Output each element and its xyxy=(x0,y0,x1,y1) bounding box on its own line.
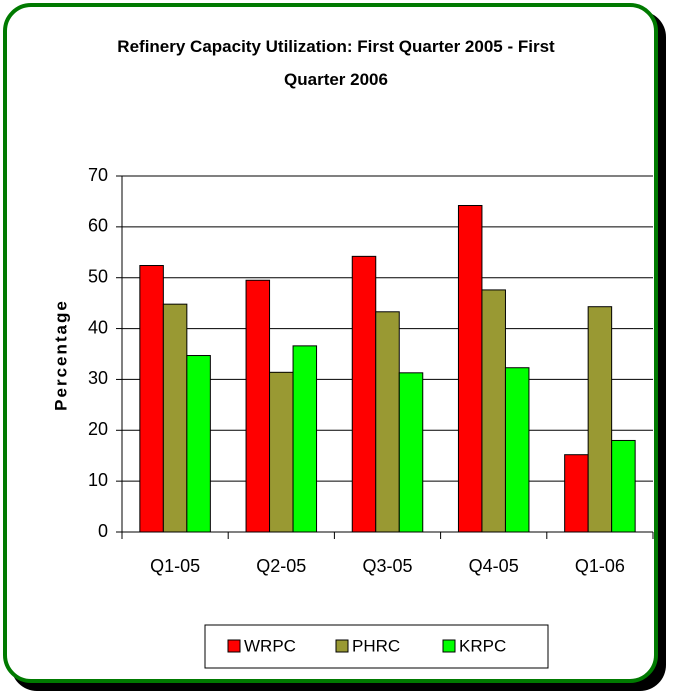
bar xyxy=(162,303,188,533)
y-tick-label: 30 xyxy=(88,368,108,388)
y-tick-label: 70 xyxy=(88,165,108,185)
y-axis-label: Percentage xyxy=(51,299,70,411)
legend-swatch xyxy=(335,639,349,653)
y-tick-label: 60 xyxy=(88,216,108,236)
bar xyxy=(186,355,211,533)
bar xyxy=(587,306,613,533)
bar xyxy=(292,345,318,533)
y-tick-label: 50 xyxy=(88,266,108,286)
bar xyxy=(611,439,636,533)
bar xyxy=(269,371,294,533)
y-tick-label: 40 xyxy=(88,317,108,337)
legend-label: KRPC xyxy=(459,636,506,655)
bar xyxy=(245,279,271,533)
bar xyxy=(375,311,400,533)
x-tick-label: Q2-05 xyxy=(256,556,306,576)
chart-title: Refinery Capacity Utilization: First Qua… xyxy=(117,37,555,89)
frame xyxy=(3,3,658,683)
bar xyxy=(481,289,506,533)
legend-swatch xyxy=(227,639,241,653)
x-tick-label: Q1-05 xyxy=(150,556,200,576)
bar xyxy=(504,367,530,533)
legend-swatch xyxy=(442,639,456,653)
y-tick-label: 0 xyxy=(98,521,108,541)
x-tick-label: Q1-06 xyxy=(575,556,625,576)
legend-label: WRPC xyxy=(244,636,296,655)
y-tick-label: 20 xyxy=(88,419,108,439)
x-tick-label: Q4-05 xyxy=(469,556,519,576)
bar xyxy=(351,255,377,533)
bar xyxy=(139,265,164,533)
bar xyxy=(398,372,424,533)
bar xyxy=(564,454,589,533)
x-tick-label: Q3-05 xyxy=(362,556,412,576)
y-tick-label: 10 xyxy=(88,470,108,490)
legend-label: PHRC xyxy=(352,636,400,655)
bar xyxy=(457,204,483,533)
legend-box xyxy=(204,624,549,669)
